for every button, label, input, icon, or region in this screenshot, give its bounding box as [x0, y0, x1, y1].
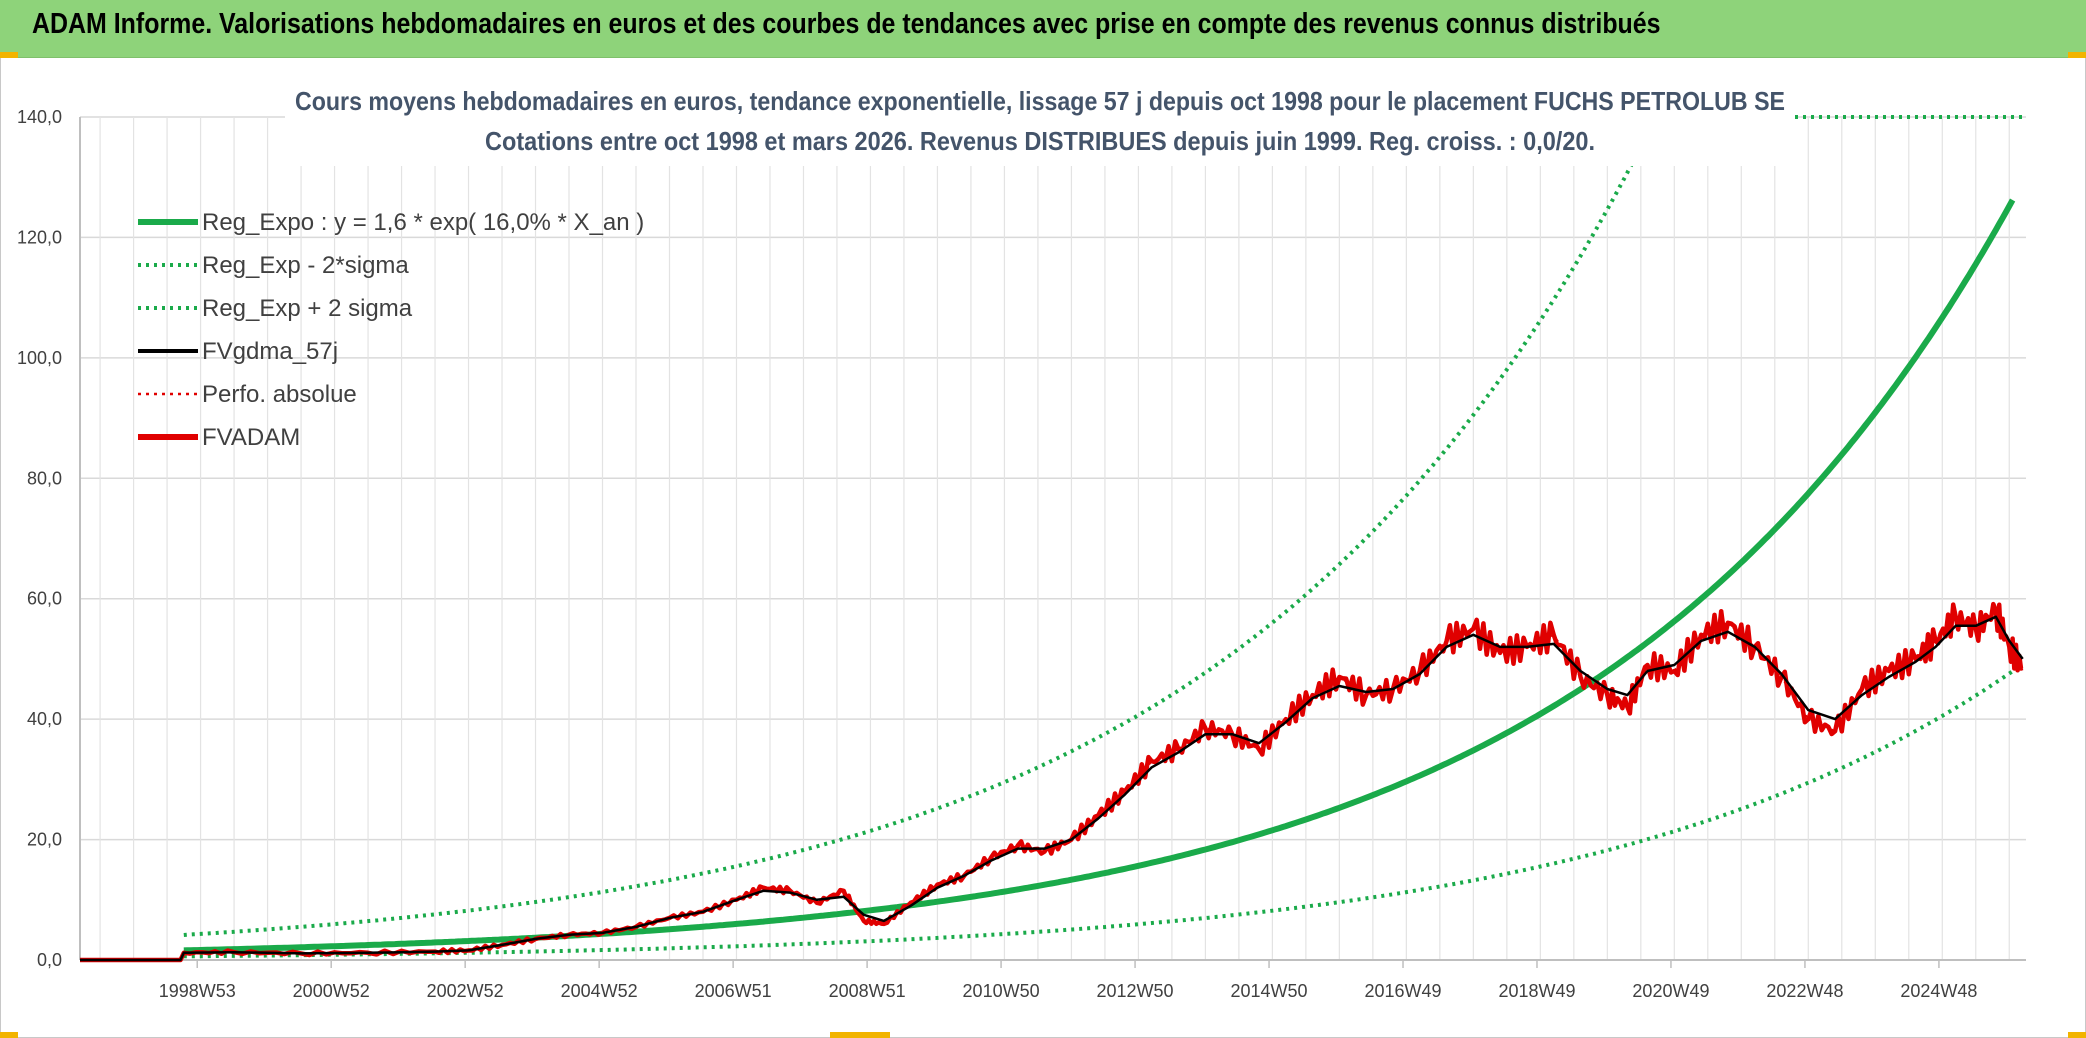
legend-entry: Reg_Exp + 2 sigma — [138, 295, 413, 322]
series-reg-expo — [183, 198, 2016, 954]
x-tick-label: 2010W50 — [963, 981, 1040, 1001]
legend-entry: Reg_Expo : y = 1,6 * exp( 16,0% * X_an ) — [138, 209, 644, 236]
y-axis-tick-labels: 0,0 20,0 40,0 60,0 80,0 100,0 120,0 140,0 — [17, 107, 62, 970]
legend-label: FVADAM — [202, 424, 300, 451]
x-tick-label: 2008W51 — [829, 981, 906, 1001]
legend-entry: Reg_Exp - 2*sigma — [138, 252, 409, 279]
series-reg-exp-plus-2sigma — [183, 115, 1660, 937]
chart-title-line-1: Cours moyens hebdomadaires en euros, ten… — [295, 86, 1785, 116]
series-fvgdma-57j — [80, 615, 2024, 962]
legend-label: FVgdma_57j — [202, 338, 338, 365]
x-tick-label: 2006W51 — [695, 981, 772, 1001]
legend-label: Reg_Expo : y = 1,6 * exp( 16,0% * X_an ) — [202, 209, 644, 236]
legend-label: Reg_Exp + 2 sigma — [202, 295, 413, 322]
series-fvadam — [80, 601, 2024, 963]
corner-marker-bottom-left — [0, 1032, 18, 1038]
x-tick-label: 2002W52 — [427, 981, 504, 1001]
corner-marker-bottom-center — [830, 1032, 890, 1038]
y-tick-label: 40,0 — [27, 709, 62, 729]
legend-label: Perfo. absolue — [202, 381, 357, 408]
axes — [79, 117, 2026, 968]
series-reg-exp-minus-2sigma — [183, 669, 2014, 959]
corner-marker-top-left — [0, 52, 18, 58]
x-tick-label: 2014W50 — [1231, 981, 1308, 1001]
x-tick-label: 2018W49 — [1498, 981, 1575, 1001]
y-tick-label: 0,0 — [37, 950, 62, 970]
report-header: ADAM Informe. Valorisations hebdomadaire… — [0, 0, 2086, 58]
x-tick-label: 2022W48 — [1766, 981, 1843, 1001]
series-perfo-absolue — [80, 609, 2024, 961]
y-tick-label: 100,0 — [17, 348, 62, 368]
x-tick-label: 2000W52 — [293, 981, 370, 1001]
y-tick-label: 120,0 — [17, 227, 62, 247]
legend-entry: FVgdma_57j — [138, 338, 338, 365]
legend-entry: FVADAM — [138, 424, 300, 451]
report-title: ADAM Informe. Valorisations hebdomadaire… — [32, 8, 1661, 40]
chart-legend: Reg_Expo : y = 1,6 * exp( 16,0% * X_an )… — [138, 209, 644, 451]
x-tick-label: 2004W52 — [561, 981, 638, 1001]
y-tick-label: 80,0 — [27, 468, 62, 488]
x-tick-label: 2020W49 — [1632, 981, 1709, 1001]
corner-marker-bottom-right — [2068, 1032, 2086, 1038]
chart-title-line-2: Cotations entre oct 1998 et mars 2026. R… — [485, 126, 1595, 156]
y-tick-label: 140,0 — [17, 107, 62, 127]
x-tick-label: 2024W48 — [1900, 981, 1977, 1001]
grid-lines — [80, 116, 2026, 960]
title-background — [285, 84, 1795, 166]
x-tick-label: 1998W53 — [159, 981, 236, 1001]
x-tick-label: 2012W50 — [1097, 981, 1174, 1001]
x-axis-tick-labels: 1998W53 2000W52 2002W52 2004W52 2006W51 2008W… — [159, 981, 1978, 1001]
y-tick-label: 60,0 — [27, 589, 62, 609]
y-tick-label: 20,0 — [27, 830, 62, 850]
series-layer — [80, 115, 2026, 963]
legend-label: Reg_Exp - 2*sigma — [202, 252, 409, 279]
corner-marker-top-right — [2068, 52, 2086, 58]
legend-entry: Perfo. absolue — [138, 381, 357, 408]
x-tick-label: 2016W49 — [1364, 981, 1441, 1001]
